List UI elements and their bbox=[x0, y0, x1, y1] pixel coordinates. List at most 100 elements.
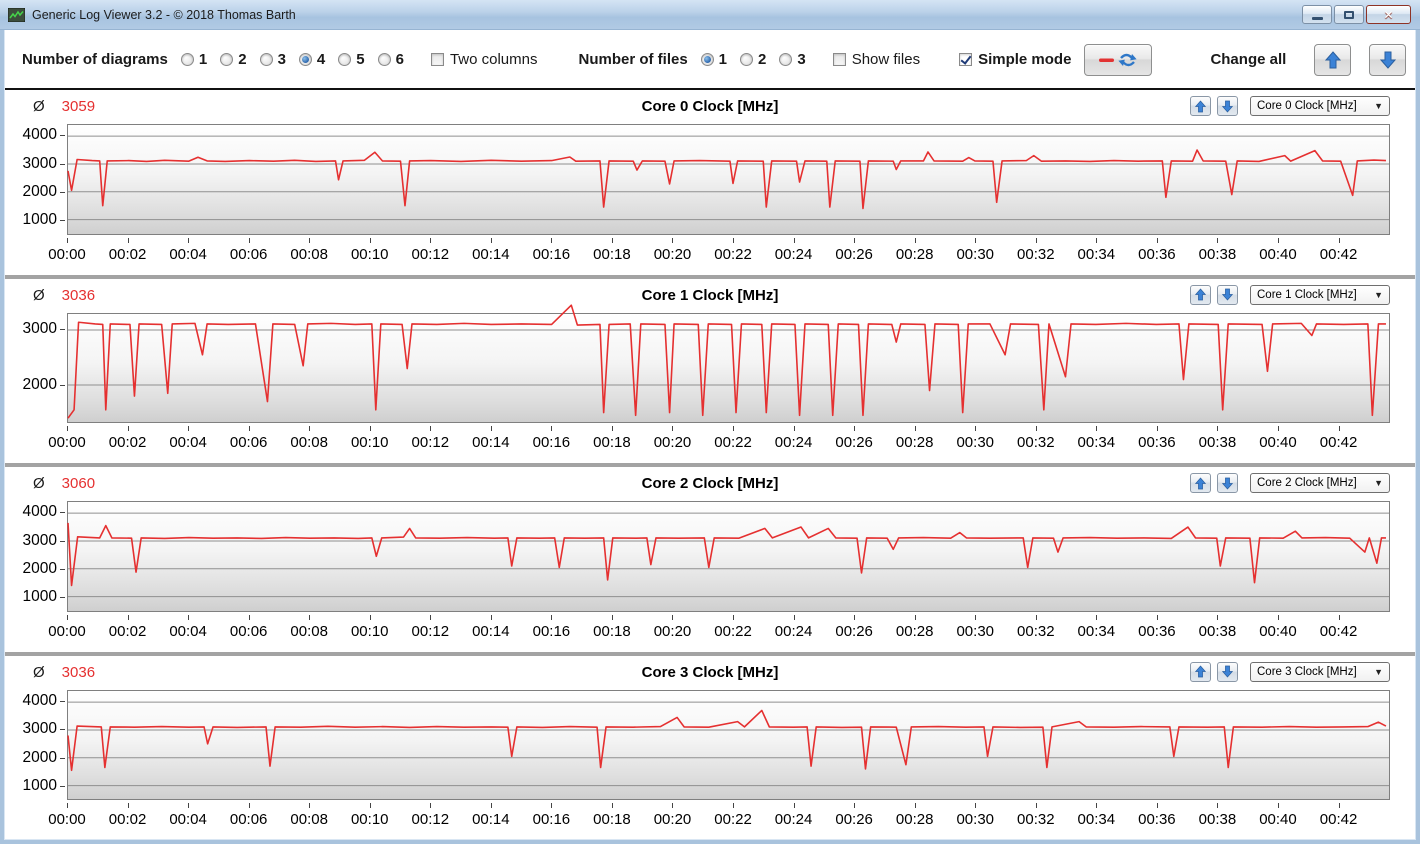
files-radio-1[interactable] bbox=[700, 53, 714, 66]
number-of-files-label: Number of files bbox=[578, 51, 688, 68]
metric-select[interactable]: Core 2 Clock [MHz] ▼ bbox=[1250, 473, 1390, 493]
down-arrow-icon bbox=[1222, 477, 1233, 490]
files-radio-3-label: 3 bbox=[797, 51, 806, 68]
minimize-button[interactable] bbox=[1302, 5, 1332, 24]
show-files-label: Show files bbox=[851, 51, 921, 68]
toolbar: Number of diagrams 1 2 3 4 5 6 Two colum… bbox=[4, 31, 1416, 88]
average-symbol: Ø bbox=[33, 286, 45, 304]
move-down-button[interactable] bbox=[1217, 661, 1238, 682]
diagrams-radio-4-label: 4 bbox=[316, 51, 326, 68]
change-all-up-button[interactable] bbox=[1314, 43, 1352, 76]
two-columns-checkbox[interactable] bbox=[430, 53, 444, 66]
two-columns-label: Two columns bbox=[449, 51, 538, 68]
panel-header: Ø 3060 Core 2 Clock [MHz] Core 2 Clock [M… bbox=[4, 467, 1416, 499]
refresh-icon bbox=[1099, 53, 1138, 66]
down-arrow-icon bbox=[1222, 665, 1233, 678]
diagrams-radio-2[interactable] bbox=[220, 53, 234, 66]
chevron-down-icon: ▼ bbox=[1374, 478, 1383, 488]
move-up-button[interactable] bbox=[1190, 473, 1211, 493]
down-arrow-icon bbox=[1222, 100, 1233, 113]
x-axis-labels: 00:00 00:02 00:04 00:06 00:08 00:10 00:12 00:14… bbox=[48, 237, 1390, 269]
metric-select[interactable]: Core 0 Clock [MHz] ▼ bbox=[1250, 96, 1390, 116]
diagrams-radio-5[interactable] bbox=[338, 53, 352, 66]
up-arrow-icon bbox=[1324, 50, 1341, 68]
panel-header: Ø 3036 Core 1 Clock [MHz] Core 1 Clock [M… bbox=[4, 279, 1416, 311]
change-all-down-button[interactable] bbox=[1369, 43, 1407, 76]
files-radio-1-label: 1 bbox=[718, 51, 728, 68]
diagrams-radio-5-label: 5 bbox=[356, 51, 365, 68]
chevron-down-icon: ▼ bbox=[1374, 666, 1383, 677]
y-axis-labels: 1000 2000 3000 4000 bbox=[4, 690, 66, 801]
average-value: 3059 bbox=[61, 98, 96, 115]
close-button[interactable]: ✕ bbox=[1366, 5, 1411, 24]
x-axis-labels: 00:00 00:02 00:04 00:06 00:08 00:10 00:12 00:14… bbox=[48, 614, 1390, 646]
number-of-diagrams-label: Number of diagrams bbox=[22, 51, 168, 68]
chart-panel-core2: Ø 3060 Core 2 Clock [MHz] Core 2 Clock [M… bbox=[4, 467, 1416, 652]
show-files-checkbox[interactable] bbox=[832, 53, 846, 66]
plot-area[interactable] bbox=[67, 689, 1390, 800]
files-radio-3[interactable] bbox=[779, 53, 793, 66]
plot-area[interactable] bbox=[67, 313, 1390, 423]
diagrams-radio-1-label: 1 bbox=[198, 51, 208, 68]
y-axis-labels: 1000 2000 3000 4000 bbox=[4, 124, 66, 235]
app-icon bbox=[8, 7, 25, 22]
panel-header: Ø 3059 Core 0 Clock [MHz] Core 0 Clock [M… bbox=[4, 90, 1416, 122]
x-axis-labels: 00:00 00:02 00:04 00:06 00:08 00:10 00:12 00:14… bbox=[48, 802, 1390, 834]
simple-mode-checkbox[interactable] bbox=[959, 53, 973, 66]
files-radio-2[interactable] bbox=[740, 53, 754, 66]
files-radio-2-label: 2 bbox=[758, 51, 767, 68]
up-arrow-icon bbox=[1195, 288, 1206, 301]
move-down-button[interactable] bbox=[1217, 473, 1238, 493]
chevron-down-icon: ▼ bbox=[1374, 289, 1383, 300]
panel-separator bbox=[4, 463, 1416, 467]
chevron-down-icon: ▼ bbox=[1374, 101, 1383, 111]
average-value: 3036 bbox=[61, 286, 96, 304]
up-arrow-icon bbox=[1195, 476, 1206, 489]
down-arrow-icon bbox=[1379, 51, 1396, 69]
average-symbol: Ø bbox=[33, 663, 45, 681]
diagrams-radio-1[interactable] bbox=[180, 53, 194, 66]
move-down-button[interactable] bbox=[1217, 284, 1238, 305]
diagrams-radio-3[interactable] bbox=[259, 53, 273, 66]
y-axis-labels: 2000 3000 bbox=[4, 313, 66, 424]
chart-panel-core3: Ø 3036 Core 3 Clock [MHz] Core 3 Clock [M… bbox=[4, 655, 1416, 840]
plot-area[interactable] bbox=[67, 124, 1390, 235]
maximize-button[interactable] bbox=[1334, 5, 1364, 24]
chart-panel-core1: Ø 3036 Core 1 Clock [MHz] Core 1 Clock [M… bbox=[4, 278, 1416, 463]
charts-area: Ø 3059 Core 0 Clock [MHz] Core 0 Clock [M… bbox=[4, 88, 1416, 840]
change-all-label: Change all bbox=[1210, 51, 1287, 68]
metric-select[interactable]: Core 1 Clock [MHz] ▼ bbox=[1250, 284, 1390, 305]
average-value: 3036 bbox=[61, 663, 96, 681]
up-arrow-icon bbox=[1195, 665, 1206, 678]
diagrams-radio-6-label: 6 bbox=[395, 51, 404, 68]
chart-panel-core0: Ø 3059 Core 0 Clock [MHz] Core 0 Clock [M… bbox=[4, 90, 1416, 275]
x-axis-labels: 00:00 00:02 00:04 00:06 00:08 00:10 00:12 00:14… bbox=[48, 425, 1390, 457]
move-up-button[interactable] bbox=[1190, 284, 1211, 305]
maximize-icon bbox=[1344, 10, 1354, 19]
simple-mode-label: Simple mode bbox=[978, 51, 1072, 68]
up-arrow-icon bbox=[1195, 99, 1206, 112]
move-up-button[interactable] bbox=[1190, 661, 1211, 682]
diagrams-radio-3-label: 3 bbox=[277, 51, 286, 68]
average-symbol: Ø bbox=[33, 98, 45, 115]
panel-header: Ø 3036 Core 3 Clock [MHz] Core 3 Clock [M… bbox=[4, 656, 1416, 688]
average-value: 3060 bbox=[61, 475, 96, 492]
metric-select[interactable]: Core 3 Clock [MHz] ▼ bbox=[1250, 661, 1390, 682]
close-icon: ✕ bbox=[1383, 7, 1394, 22]
average-symbol: Ø bbox=[33, 475, 45, 492]
minimize-icon bbox=[1311, 16, 1323, 20]
panel-separator bbox=[4, 651, 1416, 656]
diagrams-radio-2-label: 2 bbox=[238, 51, 247, 68]
window-title: Generic Log Viewer 3.2 - © 2018 Thomas B… bbox=[32, 7, 296, 22]
panel-separator bbox=[4, 274, 1416, 279]
move-up-button[interactable] bbox=[1190, 96, 1211, 116]
plot-area[interactable] bbox=[67, 501, 1390, 612]
y-axis-labels: 1000 2000 3000 4000 bbox=[4, 501, 66, 612]
diagrams-radio-6[interactable] bbox=[377, 53, 391, 66]
refresh-button[interactable] bbox=[1084, 43, 1153, 76]
titlebar: Generic Log Viewer 3.2 - © 2018 Thomas B… bbox=[0, 0, 1420, 30]
move-down-button[interactable] bbox=[1217, 96, 1238, 116]
down-arrow-icon bbox=[1222, 288, 1233, 301]
diagrams-radio-4[interactable] bbox=[298, 53, 312, 66]
